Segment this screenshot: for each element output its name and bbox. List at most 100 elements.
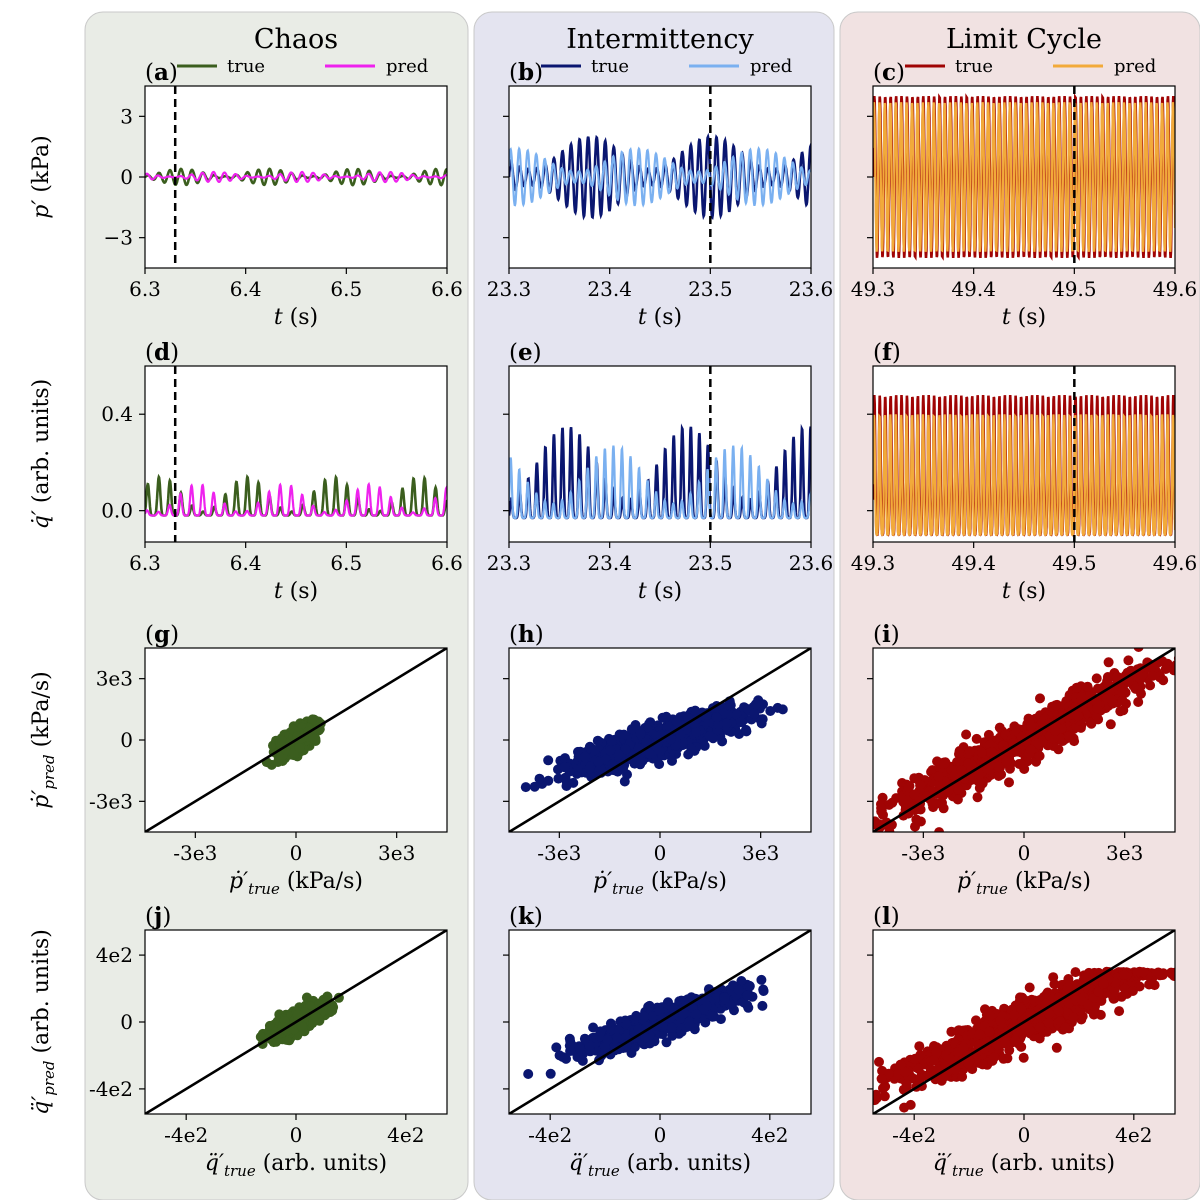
panel-d: 6.3 6.4 6.5 6.60.00.4(d)t (s) bbox=[101, 339, 463, 604]
identity-line bbox=[145, 930, 447, 1114]
scatter-point bbox=[1103, 657, 1114, 668]
y-tick-label: 0 bbox=[120, 165, 133, 189]
scatter-point bbox=[736, 976, 747, 986]
x-tick-label: 0 bbox=[290, 1123, 303, 1147]
legend: true pred bbox=[177, 56, 428, 77]
y-tick-label: −3 bbox=[104, 226, 133, 250]
scatter-point bbox=[543, 775, 554, 786]
scatter-point bbox=[675, 729, 686, 740]
identity-line bbox=[145, 648, 447, 832]
scatter-point bbox=[1171, 660, 1175, 670]
panel-h: -3e3 0 3e3(h)ṗ′true (kPa/s) bbox=[503, 621, 812, 898]
scatter-point bbox=[725, 700, 736, 711]
column-title: Limit Cycle bbox=[946, 24, 1102, 55]
identity-line bbox=[873, 648, 1175, 832]
scatter-point bbox=[1001, 756, 1012, 767]
scatter-point bbox=[630, 720, 641, 730]
scatter-point bbox=[678, 1008, 689, 1019]
plot-content bbox=[509, 930, 811, 1114]
x-tick-label: 23.3 bbox=[487, 551, 532, 575]
x-tick-label: 4e2 bbox=[387, 1123, 424, 1147]
scatter-point bbox=[1050, 700, 1061, 711]
x-axis-label: t (s) bbox=[1002, 579, 1046, 604]
panel-c: 49.3 49.4 49.5 49.6(c)t (s) bbox=[851, 59, 1198, 330]
scatter-point bbox=[645, 748, 655, 759]
panel-f: 49.3 49.4 49.5 49.6(f)t (s) bbox=[851, 339, 1198, 604]
scatter-point bbox=[898, 797, 909, 807]
scatter-point bbox=[635, 759, 646, 770]
scatter-point bbox=[954, 747, 965, 758]
scatter-point bbox=[652, 744, 663, 755]
scatter-point bbox=[553, 773, 564, 784]
scatter-point bbox=[1034, 751, 1045, 761]
panel-letter: (b) bbox=[509, 59, 543, 86]
y-tick-label: -4e2 bbox=[89, 1077, 133, 1101]
scatter-point bbox=[929, 797, 940, 808]
scatter-point bbox=[683, 749, 694, 760]
x-tick-label: 6.3 bbox=[129, 277, 161, 301]
scatter-point bbox=[529, 781, 540, 792]
column-background bbox=[839, 11, 1200, 1200]
scatter-point bbox=[545, 1068, 556, 1079]
scatter-point bbox=[685, 1020, 695, 1031]
scatter-point bbox=[631, 1010, 642, 1021]
scatter-point bbox=[909, 789, 920, 800]
scatter-point bbox=[742, 1000, 753, 1011]
scatter-point bbox=[613, 749, 624, 760]
scatter-point bbox=[564, 1033, 575, 1044]
scatter-point bbox=[1082, 681, 1093, 692]
panel-letter: (h) bbox=[509, 621, 544, 648]
scatter-point bbox=[1133, 697, 1144, 707]
scatter-point bbox=[1117, 687, 1127, 698]
scatter-point bbox=[1158, 675, 1169, 686]
scatter-point bbox=[974, 769, 984, 780]
legend-true-label: true bbox=[955, 56, 993, 77]
axes-frame bbox=[872, 365, 1176, 543]
scatter-point bbox=[665, 734, 676, 745]
scatter-point bbox=[327, 1005, 338, 1016]
y-axis-label: q̇′ (arb. units) bbox=[29, 379, 54, 529]
scatter-point bbox=[579, 1033, 590, 1044]
scatter-point bbox=[1106, 694, 1117, 705]
legend-pred-label: pred bbox=[750, 56, 792, 77]
panel-letter: (f) bbox=[873, 339, 901, 366]
scatter-point bbox=[719, 992, 730, 1003]
scatter-point bbox=[963, 758, 974, 769]
scatter-point bbox=[640, 1032, 651, 1043]
scatter-point bbox=[1085, 717, 1096, 728]
plot-content bbox=[509, 366, 811, 542]
y-tick-label: 0.0 bbox=[101, 499, 133, 523]
x-tick-label: 0 bbox=[290, 841, 303, 865]
x-tick-label: 49.3 bbox=[851, 277, 896, 301]
scatter-point bbox=[905, 1099, 916, 1110]
x-tick-label: 6.4 bbox=[230, 551, 262, 575]
scatter-point bbox=[1033, 738, 1044, 749]
x-tick-label: 6.3 bbox=[129, 551, 161, 575]
scatter-point bbox=[301, 992, 312, 1003]
x-tick-label: 49.5 bbox=[1052, 277, 1097, 301]
scatter-point bbox=[971, 733, 982, 744]
scatter-point bbox=[592, 735, 603, 746]
scatter-point bbox=[938, 803, 949, 814]
x-tick-label: -3e3 bbox=[537, 841, 581, 865]
scatter-point bbox=[974, 783, 985, 793]
column-background bbox=[473, 11, 835, 1200]
scatter-point bbox=[620, 744, 631, 755]
scatter-point bbox=[734, 985, 744, 996]
plot-content bbox=[145, 366, 447, 542]
x-tick-label: 49.3 bbox=[851, 551, 896, 575]
series-pred-line bbox=[145, 481, 447, 517]
scatter-point bbox=[605, 745, 616, 756]
scatter-point bbox=[704, 731, 715, 741]
scatter-point bbox=[915, 804, 926, 815]
scatter-point bbox=[1092, 703, 1103, 714]
panel-l: -4e2 0 4e2(l)q̈′true (arb. units) bbox=[867, 903, 1176, 1180]
scatter-point bbox=[914, 1041, 925, 1052]
x-axis-label: t (s) bbox=[638, 305, 682, 330]
scatter-point bbox=[1016, 759, 1027, 770]
scatter-point bbox=[1004, 777, 1014, 788]
scatter-point bbox=[543, 755, 554, 766]
legend: true pred bbox=[541, 56, 792, 77]
scatter-point bbox=[1076, 691, 1087, 702]
